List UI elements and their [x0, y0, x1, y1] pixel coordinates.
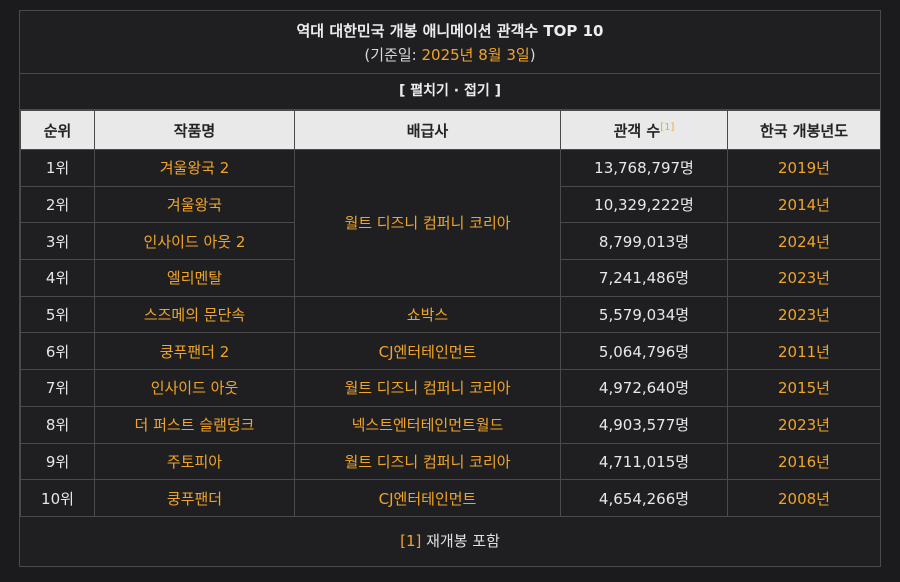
- audience-cell: 5,579,034명: [560, 295, 728, 334]
- header-release-year: 한국 개봉년도: [727, 110, 881, 150]
- table-row: 4위 엘리멘탈 7,241,486명 2023년: [20, 259, 881, 297]
- rank-cell: 2위: [20, 185, 95, 224]
- distributor-link[interactable]: 쇼박스: [294, 295, 561, 334]
- table-row: 10위 쿵푸팬더 CJ엔터테인먼트 4,654,266명 2008년: [20, 479, 881, 517]
- table-title: 역대 대한민국 개봉 애니메이션 관객수 TOP 10: [296, 22, 604, 40]
- audience-cell: 4,711,015명: [560, 442, 728, 481]
- header-title: 작품명: [94, 110, 295, 150]
- audience-cell: 4,972,640명: [560, 369, 728, 407]
- distributor-link[interactable]: 월트 디즈니 컴퍼니 코리아: [294, 149, 561, 297]
- rank-cell: 6위: [20, 332, 95, 371]
- title-link[interactable]: 인사이드 아웃: [94, 369, 295, 407]
- title-link[interactable]: 인사이드 아웃 2: [94, 222, 295, 261]
- title-link[interactable]: 쿵푸팬더 2: [94, 332, 295, 371]
- rank-cell: 4위: [20, 259, 95, 297]
- release-year-link[interactable]: 2024년: [727, 222, 881, 261]
- footnote-marker-link[interactable]: [1]: [400, 532, 422, 550]
- table-row: 7위 인사이드 아웃 월트 디즈니 컴퍼니 코리아 4,972,640명 2015년: [20, 369, 881, 407]
- subtitle-suffix: ): [529, 46, 536, 64]
- release-year-link[interactable]: 2008년: [727, 479, 881, 517]
- reference-date-link[interactable]: 2025년 8월 3일: [421, 46, 530, 64]
- release-year-link[interactable]: 2014년: [727, 185, 881, 224]
- title-link[interactable]: 쿵푸팬더: [94, 479, 295, 517]
- rank-cell: 9위: [20, 442, 95, 481]
- audience-cell: 7,241,486명: [560, 259, 728, 297]
- release-year-link[interactable]: 2016년: [727, 442, 881, 481]
- footnote-ref-link[interactable]: [1]: [660, 121, 675, 133]
- distributor-link[interactable]: CJ엔터테인먼트: [294, 479, 561, 517]
- rank-cell: 1위: [20, 149, 95, 187]
- rank-cell: 7위: [20, 369, 95, 407]
- rank-cell: 10위: [20, 479, 95, 517]
- ranking-table: 순위 작품명 배급사 관객 수[1] 한국 개봉년도 1위 겨울왕국 2 월트 디즈…: [20, 110, 881, 517]
- table-row: 2위 겨울왕국 10,329,222명 2014년: [20, 185, 881, 224]
- audience-cell: 8,799,013명: [560, 222, 728, 261]
- subtitle-prefix: (기준일:: [364, 46, 422, 64]
- table-subtitle: (기준일: 2025년 8월 3일): [20, 44, 880, 65]
- table-row: 8위 더 퍼스트 슬램덩크 넥스트엔터테인먼트월드 4,903,577명 2023년: [20, 405, 881, 444]
- rank-cell: 5위: [20, 295, 95, 334]
- table-row: 5위 스즈메의 문단속 쇼박스 5,579,034명 2023년: [20, 295, 881, 334]
- table-row: 6위 쿵푸팬더 2 CJ엔터테인먼트 5,064,796명 2011년: [20, 332, 881, 371]
- title-link[interactable]: 더 퍼스트 슬램덩크: [94, 405, 295, 444]
- rank-cell: 8위: [20, 405, 95, 444]
- header-audience-label: 관객 수: [613, 121, 661, 140]
- distributor-link[interactable]: CJ엔터테인먼트: [294, 332, 561, 371]
- rank-cell: 3위: [20, 222, 95, 261]
- release-year-link[interactable]: 2011년: [727, 332, 881, 371]
- title-link[interactable]: 겨울왕국: [94, 185, 295, 224]
- release-year-link[interactable]: 2015년: [727, 369, 881, 407]
- distributor-link[interactable]: 넥스트엔터테인먼트월드: [294, 405, 561, 444]
- header-rank: 순위: [20, 110, 95, 150]
- distributor-link[interactable]: 월트 디즈니 컴퍼니 코리아: [294, 369, 561, 407]
- ranking-table-container: 역대 대한민국 개봉 애니메이션 관객수 TOP 10 (기준일: 2025년 …: [19, 10, 881, 567]
- release-year-link[interactable]: 2019년: [727, 149, 881, 187]
- audience-cell: 4,654,266명: [560, 479, 728, 517]
- title-link[interactable]: 주토피아: [94, 442, 295, 481]
- release-year-link[interactable]: 2023년: [727, 405, 881, 444]
- table-header-row: 순위 작품명 배급사 관객 수[1] 한국 개봉년도: [20, 110, 881, 150]
- distributor-link[interactable]: 월트 디즈니 컴퍼니 코리아: [294, 442, 561, 481]
- footnote-text: 재개봉 포함: [421, 532, 500, 550]
- audience-cell: 13,768,797명: [560, 149, 728, 187]
- table-caption: 역대 대한민국 개봉 애니메이션 관객수 TOP 10 (기준일: 2025년 …: [20, 11, 880, 74]
- release-year-link[interactable]: 2023년: [727, 295, 881, 334]
- title-link[interactable]: 스즈메의 문단속: [94, 295, 295, 334]
- table-row: 1위 겨울왕국 2 월트 디즈니 컴퍼니 코리아 13,768,797명 2019년: [20, 149, 881, 297]
- title-link[interactable]: 겨울왕국 2: [94, 149, 295, 187]
- header-audience: 관객 수[1]: [560, 110, 728, 150]
- table-row: 3위 인사이드 아웃 2 8,799,013명 2024년: [20, 222, 881, 261]
- table-row: 9위 주토피아 월트 디즈니 컴퍼니 코리아 4,711,015명 2016년: [20, 442, 881, 481]
- audience-cell: 4,903,577명: [560, 405, 728, 444]
- header-distributor: 배급사: [294, 110, 561, 150]
- footnote: [1] 재개봉 포함: [20, 516, 880, 566]
- audience-cell: 10,329,222명: [560, 185, 728, 224]
- audience-cell: 5,064,796명: [560, 332, 728, 371]
- release-year-link[interactable]: 2023년: [727, 259, 881, 297]
- expand-collapse-toggle[interactable]: [ 펼치기 · 접기 ]: [20, 73, 880, 110]
- title-link[interactable]: 엘리멘탈: [94, 259, 295, 297]
